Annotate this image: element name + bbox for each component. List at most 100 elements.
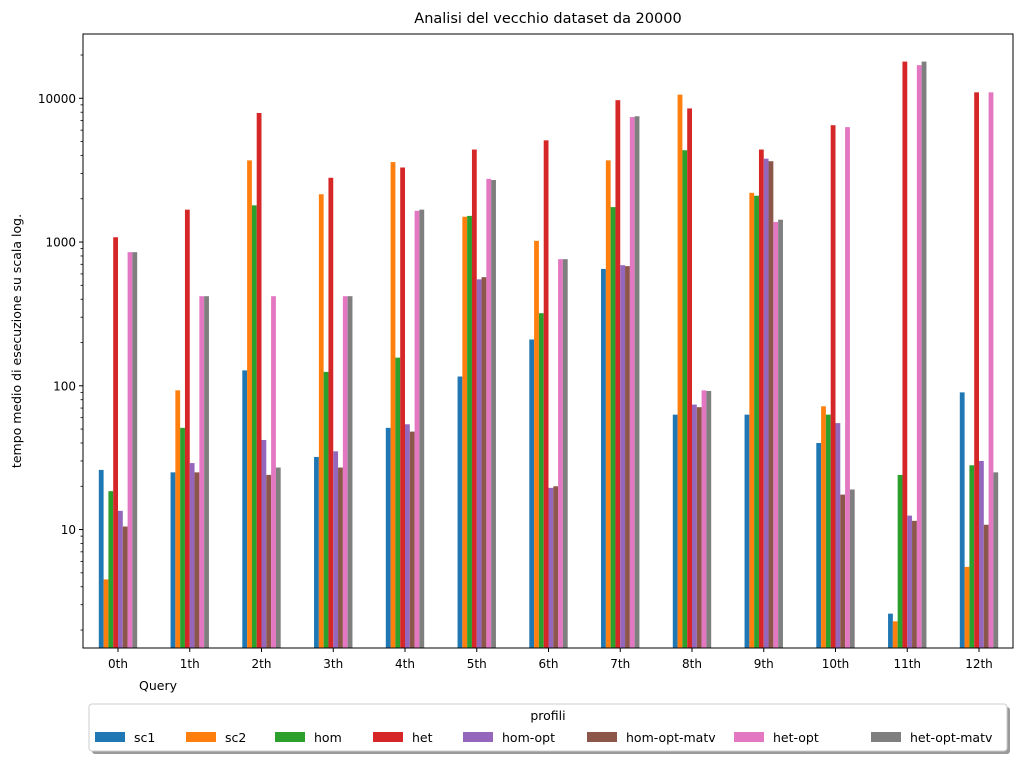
bar-hom-opt-matv-5th [481,277,487,648]
y-tick-label: 10000 [38,92,76,106]
bar-het-12th [974,92,979,648]
legend-swatch-het-opt [734,732,764,742]
bar-hom-opt-matv-1th [194,472,200,648]
legend-swatch-sc2 [186,732,216,742]
legend-label-hom-opt-matv: hom-opt-matv [626,730,716,745]
bar-hom-opt-matv-0th [122,526,128,648]
x-tick-label: 5th [467,657,487,671]
bars-group [98,61,999,649]
bar-sc2-10th [821,406,826,648]
x-tick-label: 10th [822,657,850,671]
bar-hom-8th [682,150,688,648]
bar-het-opt-matv-10th [849,489,855,648]
bar-het-opt-matv-1th [204,296,209,648]
bar-het-opt-9th [773,221,779,648]
bar-het-opt-matv-7th [634,116,640,649]
legend-items: sc1 sc2 hom het hom-opt hom-opt-matv het-opt he… [95,730,993,745]
legend-swatch-hom [275,732,305,742]
bar-sc1-4th [385,427,391,648]
x-tick-label: 1th [180,657,200,671]
bar-hom-opt-matv-9th [768,161,774,648]
bar-het-opt-matv-2th [275,467,281,648]
x-tick-label: 6th [539,657,559,671]
bar-sc2-4th [390,162,396,648]
legend-label-sc2: sc2 [225,730,246,745]
bar-sc1-8th [672,414,678,648]
bar-sc1-2th [242,370,248,648]
bar-hom-opt-8th [692,404,697,648]
x-axis: 0th 1th 2th 3th 4th 5th 6th 7th 8th 9th 10th 11th 12… [108,648,993,671]
bar-hom-12th [969,465,975,648]
bar-hom-opt-matv-2th [266,474,272,648]
bar-hom-opt-12th [979,460,984,648]
bar-sc2-11th [892,621,898,648]
x-tick-label: 9th [754,657,774,671]
bar-het-opt-10th [845,127,850,648]
legend-label-hom: hom [314,730,342,745]
bar-hom-opt-matv-10th [840,494,846,648]
bar-het-2th [256,113,262,648]
bar-sc1-3th [314,456,319,648]
bar-hom-opt-3th [333,451,339,648]
bar-hom-opt-matv-7th [625,266,630,648]
bar-het-opt-12th [988,92,994,648]
bar-het-opt-0th [127,252,133,648]
bar-het-8th [687,108,692,649]
bar-het-11th [902,61,908,648]
bar-hom-7th [610,207,616,648]
bar-hom-opt-11th [907,515,913,648]
y-tick-label: 10 [61,523,76,537]
bar-sc1-6th [529,339,535,648]
legend-frame [88,703,1008,752]
bar-hom-opt-matv-4th [409,431,415,648]
bar-het-opt-matv-11th [921,61,927,648]
bar-hom-opt-matv-12th [983,524,989,648]
x-tick-label: 7th [610,657,630,671]
legend-swatch-hom-opt-matv [587,732,617,742]
bar-sc1-5th [457,376,463,648]
bar-sc2-5th [462,216,468,649]
legend-swatch-sc1 [95,732,125,742]
bar-het-opt-matv-4th [419,209,425,648]
bar-het-opt-6th [558,259,563,648]
bar-sc2-3th [318,194,324,648]
bar-hom-6th [538,313,544,648]
bar-sc1-0th [98,469,104,648]
bar-het-opt-7th [629,117,635,648]
bar-hom-opt-5th [476,279,482,648]
bar-het-5th [471,149,477,649]
bar-hom-opt-2th [261,439,267,648]
y-axis: 10 100 1000 10000 [38,54,83,631]
x-tick-label: 0th [108,657,128,671]
bar-het-3th [328,177,334,648]
bar-het-opt-matv-8th [706,391,712,648]
bar-het-opt-8th [701,390,707,648]
bar-het-0th [113,237,118,649]
bar-hom-opt-1th [189,463,195,648]
bar-sc2-8th [677,94,683,648]
bar-het-4th [400,167,405,648]
bar-het-opt-matv-3th [347,296,353,648]
bar-hom-opt-matv-8th [696,407,702,648]
bar-hom-opt-matv-6th [553,486,559,648]
bar-sc2-12th [964,566,970,648]
x-axis-label: Query [139,678,178,693]
bar-sc2-6th [534,240,539,649]
legend-title: profili [530,708,565,723]
bar-hom-opt-4th [405,424,410,648]
bar-hom-opt-10th [835,423,841,648]
bar-sc2-7th [605,160,611,649]
x-tick-label: 12th [965,657,993,671]
bar-het-9th [758,149,764,649]
bar-hom-opt-0th [118,510,123,648]
bar-het-10th [830,125,836,649]
legend-label-sc1: sc1 [134,730,155,745]
bar-het-opt-3th [342,296,348,648]
bar-hom-9th [754,195,759,648]
bar-het-7th [615,100,621,649]
x-tick-label: 4th [395,657,415,671]
bar-sc2-9th [749,192,755,648]
bar-het-opt-matv-9th [778,219,783,648]
bar-sc1-11th [888,613,893,648]
